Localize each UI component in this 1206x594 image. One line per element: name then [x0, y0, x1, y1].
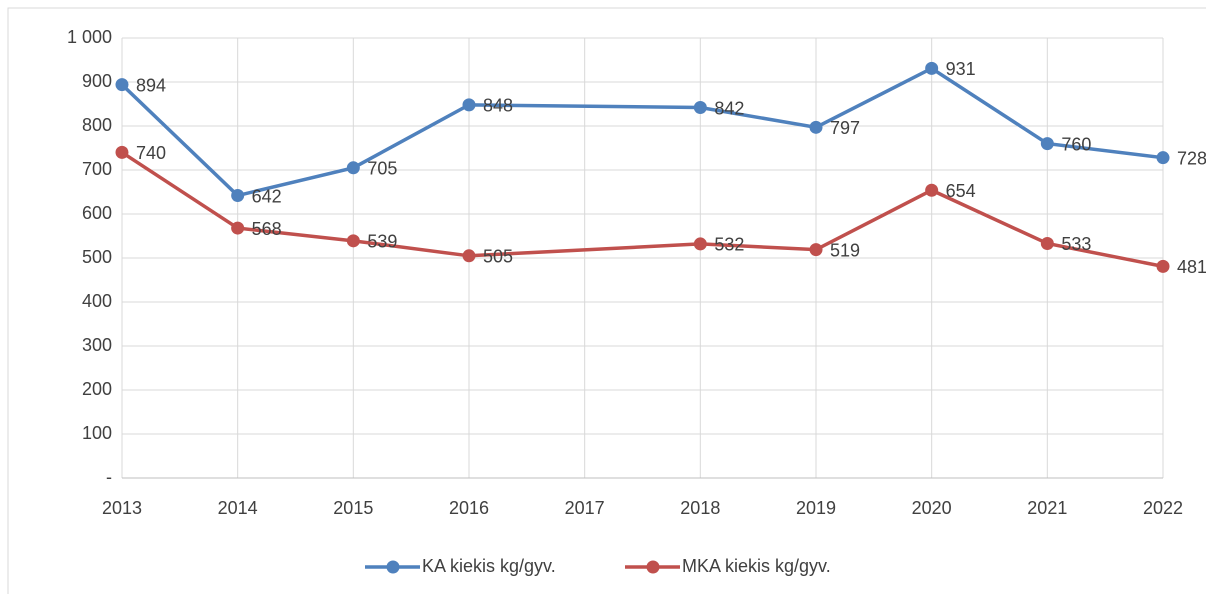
- x-tick-label: 2017: [565, 498, 605, 518]
- data-label: 728: [1177, 148, 1206, 168]
- data-label: 797: [830, 118, 860, 138]
- data-label: 533: [1061, 234, 1091, 254]
- data-label: 654: [946, 181, 976, 201]
- legend-label: KA kiekis kg/gyv.: [422, 556, 556, 576]
- point: [346, 161, 360, 175]
- point: [1156, 151, 1170, 165]
- y-tick-label: 900: [82, 71, 112, 91]
- x-tick-label: 2021: [1027, 498, 1067, 518]
- y-tick-label: 500: [82, 247, 112, 267]
- point: [462, 98, 476, 112]
- legend-label: MKA kiekis kg/gyv.: [682, 556, 831, 576]
- x-tick-label: 2014: [218, 498, 258, 518]
- point: [925, 183, 939, 197]
- data-label: 481: [1177, 257, 1206, 277]
- point: [693, 101, 707, 115]
- point: [1040, 236, 1054, 250]
- series-line: [120, 66, 1164, 198]
- point: [231, 221, 245, 235]
- y-tick-label: 700: [82, 159, 112, 179]
- point: [925, 61, 939, 75]
- series-line: [121, 150, 1164, 269]
- data-label: 539: [367, 232, 397, 252]
- data-label: 848: [483, 96, 513, 116]
- x-tick-label: 2020: [912, 498, 952, 518]
- point: [809, 120, 823, 134]
- data-label: 505: [483, 247, 513, 267]
- x-tick-label: 2018: [680, 498, 720, 518]
- x-tick-label: 2015: [333, 498, 373, 518]
- point: [809, 243, 823, 257]
- point: [115, 78, 129, 92]
- data-label: 894: [136, 75, 166, 95]
- point: [231, 189, 245, 203]
- data-label: 740: [136, 143, 166, 163]
- data-label: 532: [714, 235, 744, 255]
- data-label: 842: [714, 98, 744, 118]
- legend-marker: [646, 560, 660, 574]
- point: [1040, 137, 1054, 151]
- y-tick-label: 100: [82, 423, 112, 443]
- y-tick-label: 400: [82, 291, 112, 311]
- point: [1156, 259, 1170, 273]
- data-label: 519: [830, 240, 860, 260]
- data-label: 705: [367, 159, 397, 179]
- x-tick-label: 2019: [796, 498, 836, 518]
- y-tick-label: 200: [82, 379, 112, 399]
- point: [346, 234, 360, 248]
- data-label: 760: [1061, 134, 1091, 154]
- legend-marker: [386, 560, 400, 574]
- y-tick-label: 800: [82, 115, 112, 135]
- y-tick-label: 300: [82, 335, 112, 355]
- data-label: 642: [252, 186, 282, 206]
- data-label: 931: [946, 59, 976, 79]
- x-tick-label: 2016: [449, 498, 489, 518]
- x-tick-label: 2022: [1143, 498, 1183, 518]
- y-tick-label: 600: [82, 203, 112, 223]
- point: [693, 237, 707, 251]
- y-tick-label: 1 000: [67, 27, 112, 47]
- point: [462, 249, 476, 263]
- point: [115, 145, 129, 159]
- x-tick-label: 2013: [102, 498, 142, 518]
- data-label: 568: [252, 219, 282, 239]
- chart-border: [7, 7, 1206, 594]
- y-tick-label: -: [106, 467, 112, 487]
